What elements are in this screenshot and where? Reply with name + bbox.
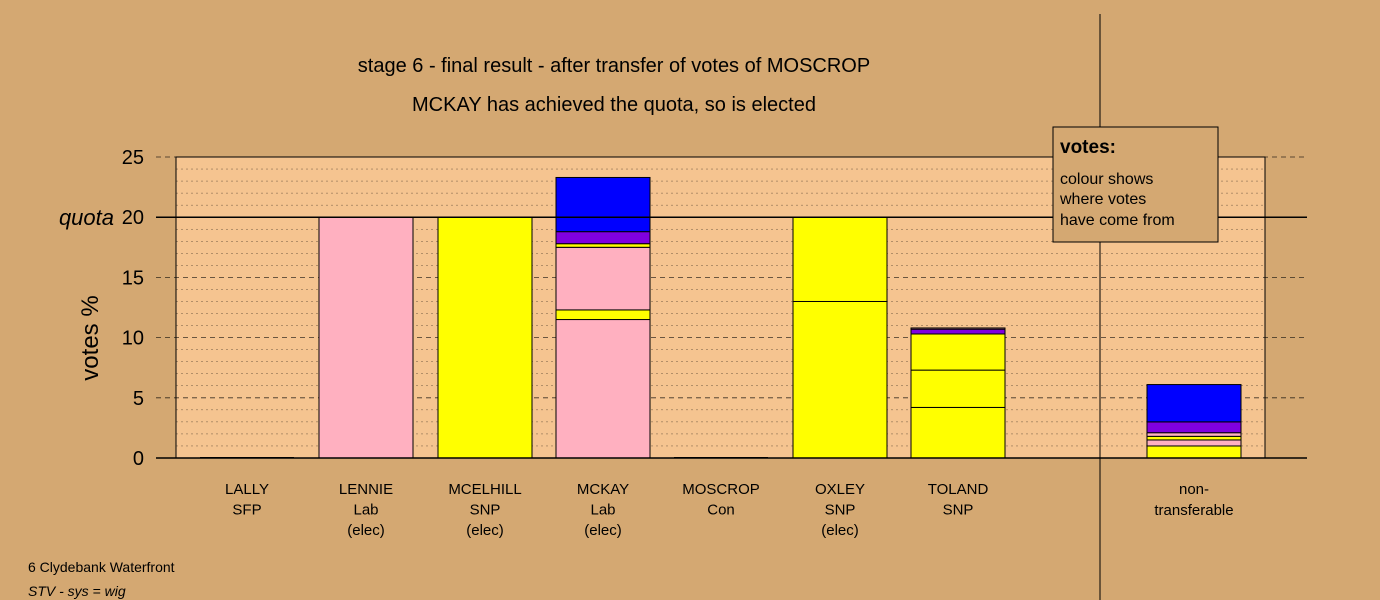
y-tick-label: 0: [133, 448, 144, 470]
voting-system: STV - sys = wig: [28, 583, 126, 599]
candidate-elected: (elec): [821, 522, 859, 539]
y-tick-label: 20: [122, 207, 144, 229]
candidate-party: Lab: [590, 502, 615, 519]
candidate-party: Lab: [353, 502, 378, 519]
bar-nontransferable-segment: [1146, 435, 1242, 441]
candidate-elected: (elec): [584, 522, 622, 539]
candidate-elected: (elec): [466, 522, 504, 539]
bar-mckay-segment: [555, 176, 651, 233]
bar-oxley-segment: [792, 300, 888, 459]
bar-toland-segment: [910, 327, 1006, 330]
candidate-name: MCKAY: [577, 481, 629, 498]
candidate-party: SFP: [232, 502, 261, 519]
candidate-name: MCELHILL: [448, 481, 521, 498]
bar-mckay-segment: [555, 309, 651, 321]
y-tick-label: 25: [122, 147, 144, 169]
bar-mcelhill-segment: [437, 216, 533, 459]
bar-mckay-segment: [555, 246, 651, 311]
chart-subtitle: MCKAY has achieved the quota, so is elec…: [412, 94, 816, 116]
candidate-name: LALLY: [225, 481, 269, 498]
ward-name: 6 Clydebank Waterfront: [28, 559, 175, 575]
y-tick-label: 10: [122, 328, 144, 350]
nontransferable-label: non-: [1179, 481, 1209, 498]
candidate-name: TOLAND: [928, 481, 989, 498]
legend-line-1: colour shows: [1060, 171, 1153, 188]
chart-title: stage 6 - final result - after transfer …: [358, 55, 870, 77]
bar-oxley-segment: [792, 216, 888, 302]
bar-nontransferable-segment: [1146, 421, 1242, 434]
bar-toland-segment: [910, 333, 1006, 371]
bar-nontransferable-segment: [1146, 445, 1242, 459]
candidate-party: SNP: [825, 502, 856, 519]
y-tick-label: 5: [133, 388, 144, 410]
nontransferable-label: transferable: [1154, 502, 1233, 519]
bar-toland-segment: [910, 328, 1006, 335]
quota-label: quota: [59, 205, 114, 230]
bars-group: [200, 176, 1242, 459]
candidate-party: Con: [707, 502, 735, 519]
candidate-name: OXLEY: [815, 481, 865, 498]
bar-nontransferable-segment: [1146, 439, 1242, 447]
candidate-elected: (elec): [347, 522, 385, 539]
bar-toland-segment: [910, 369, 1006, 408]
y-axis-label: votes %: [77, 295, 104, 380]
bar-nontransferable-segment: [1146, 432, 1242, 437]
bar-nontransferable-segment: [1146, 384, 1242, 423]
bar-mckay-segment: [555, 319, 651, 459]
bar-mckay-segment: [555, 231, 651, 245]
y-tick-labels: 0 5 10 15 20 25: [122, 147, 144, 470]
category-labels: LALLY SFP LENNIE Lab (elec) MCELHILL SNP (elec)…: [225, 481, 1234, 539]
candidate-name: MOSCROP: [682, 481, 760, 498]
y-tick-label: 15: [122, 267, 144, 289]
legend-title: votes:: [1060, 137, 1116, 158]
bar-mckay-segment: [555, 243, 651, 248]
legend-line-3: have come from: [1060, 212, 1175, 229]
legend-box: [1052, 126, 1219, 243]
legend-line-2: where votes: [1059, 191, 1146, 208]
bar-toland-segment: [910, 406, 1006, 459]
candidate-party: SNP: [470, 502, 501, 519]
candidate-name: LENNIE: [339, 481, 393, 498]
candidate-party: SNP: [943, 502, 974, 519]
legend: votes: colour shows where votes have com…: [1052, 126, 1219, 243]
bar-lennie-segment: [318, 216, 414, 459]
